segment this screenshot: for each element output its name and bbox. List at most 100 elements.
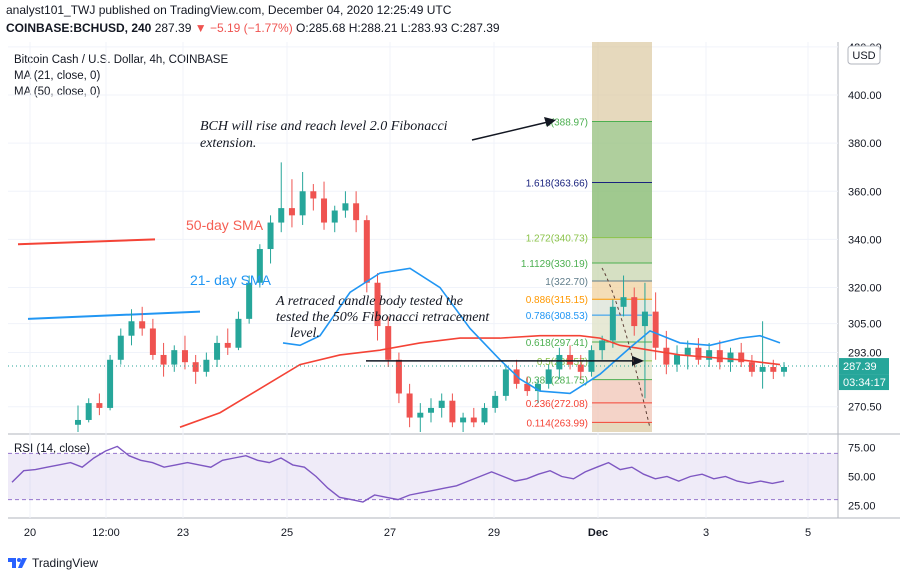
candle-body xyxy=(524,383,531,392)
chart-header: analyst101_TWJ published on TradingView.… xyxy=(0,0,900,40)
arrow-head-icon xyxy=(632,355,644,366)
candle xyxy=(449,393,456,428)
candle xyxy=(577,354,584,380)
candle-body xyxy=(534,383,541,392)
legend-ma21[interactable]: MA (21, close, 0) xyxy=(14,70,101,82)
candle-body xyxy=(481,407,488,423)
annotation-retrace-1: A retraced candle body tested the xyxy=(275,294,463,309)
candle xyxy=(224,328,231,355)
candle-body xyxy=(438,400,445,408)
candle-body xyxy=(139,321,146,329)
candle xyxy=(481,403,488,425)
annotation-bch-rise-2: extension. xyxy=(200,136,256,151)
candle xyxy=(545,364,552,389)
candle xyxy=(246,275,253,324)
candle-body xyxy=(631,297,638,327)
annotation-sma21: 21- day SMA xyxy=(190,272,272,288)
fib-level-label: 1.618(363.66) xyxy=(526,178,588,189)
time-tick-label: 23 xyxy=(177,527,189,539)
candle xyxy=(770,359,777,380)
candle xyxy=(192,354,199,384)
candle-body xyxy=(727,352,734,363)
candle xyxy=(85,398,92,423)
rsi-tick-label: 75.00 xyxy=(848,443,876,455)
candle xyxy=(502,364,509,401)
symbol-label[interactable]: COINBASE:BCHUSD, 240 xyxy=(6,21,152,35)
rsi-line xyxy=(11,445,785,503)
candle-body xyxy=(599,340,606,351)
fib-level-label: 0.236(272.08) xyxy=(526,399,588,410)
candle-body xyxy=(107,359,114,408)
candle xyxy=(781,362,787,377)
fib-band xyxy=(592,237,652,264)
candle-body xyxy=(256,249,263,283)
fib-band xyxy=(592,281,652,300)
candle-body xyxy=(716,350,723,363)
price-tick-label: 360.00 xyxy=(848,186,882,198)
candle xyxy=(428,398,434,423)
candle-body xyxy=(288,208,295,216)
ma50-line xyxy=(179,334,781,428)
candle xyxy=(331,205,338,233)
candle-body xyxy=(160,354,167,365)
fib-level-label: 0.5(289.57) xyxy=(537,357,588,368)
candle-body xyxy=(267,222,274,250)
tradingview-logo-icon xyxy=(8,558,27,568)
candle-body xyxy=(449,400,456,423)
candle-body xyxy=(545,369,552,384)
fib-level-label: 0.886(315.15) xyxy=(526,295,588,306)
candle-body xyxy=(214,342,221,360)
time-tick-label: 3 xyxy=(703,527,709,539)
time-tick-label: 5 xyxy=(805,527,811,539)
candle xyxy=(609,299,616,348)
candle-body xyxy=(609,306,616,341)
candle xyxy=(128,309,135,346)
candle xyxy=(620,275,627,317)
publish-line: analyst101_TWJ published on TradingView.… xyxy=(6,3,452,17)
rsi-label[interactable]: RSI (14, close) xyxy=(14,443,91,455)
candle xyxy=(567,345,574,370)
price-tick-label: 270.50 xyxy=(848,402,882,414)
fib-level-label: 0.114(263.99) xyxy=(526,418,588,429)
candle-body xyxy=(406,393,413,418)
candle xyxy=(363,215,370,293)
price-tick-label: 293.00 xyxy=(848,348,882,360)
candle xyxy=(75,405,81,432)
candle xyxy=(288,179,295,228)
candle-body xyxy=(203,359,210,372)
currency-badge-text: USD xyxy=(852,50,875,62)
footer-brand-text: TradingView xyxy=(32,556,99,570)
candle-body xyxy=(556,354,563,370)
candle xyxy=(470,407,477,428)
candle-body xyxy=(663,347,670,365)
price-tick-label: 320.00 xyxy=(848,283,882,295)
fib-band xyxy=(592,402,652,423)
candle-body xyxy=(460,417,467,423)
candle xyxy=(267,215,274,264)
candle-body xyxy=(235,318,242,348)
rsi-tick-label: 50.00 xyxy=(848,472,876,484)
candle xyxy=(149,318,156,360)
footer-brand: TradingView xyxy=(8,556,98,570)
candle-body xyxy=(299,191,306,216)
candle xyxy=(310,184,317,211)
candle-body xyxy=(353,203,360,221)
price-tick-label: 340.00 xyxy=(848,234,882,246)
annotation-bch-rise-1: BCH will rise and reach level 2.0 Fibona… xyxy=(200,119,448,134)
candle xyxy=(299,172,306,225)
time-tick-label: 20 xyxy=(24,527,36,539)
candle xyxy=(321,181,328,230)
candle xyxy=(107,354,114,411)
candle xyxy=(631,287,638,336)
candle-body xyxy=(417,412,424,418)
candle xyxy=(278,162,285,233)
candle xyxy=(738,342,745,367)
candle-body xyxy=(363,220,370,283)
time-tick-label: Dec xyxy=(588,527,608,539)
fib-level-label: 0.382(281.75) xyxy=(526,376,588,387)
symbol-line: COINBASE:BCHUSD, 240 287.39 ▼ −5.19 (−1.… xyxy=(6,21,500,35)
time-tick-label: 12:00 xyxy=(92,527,120,539)
fib-level-label: 1.272(340.73) xyxy=(526,234,588,245)
candle-body xyxy=(149,328,156,355)
